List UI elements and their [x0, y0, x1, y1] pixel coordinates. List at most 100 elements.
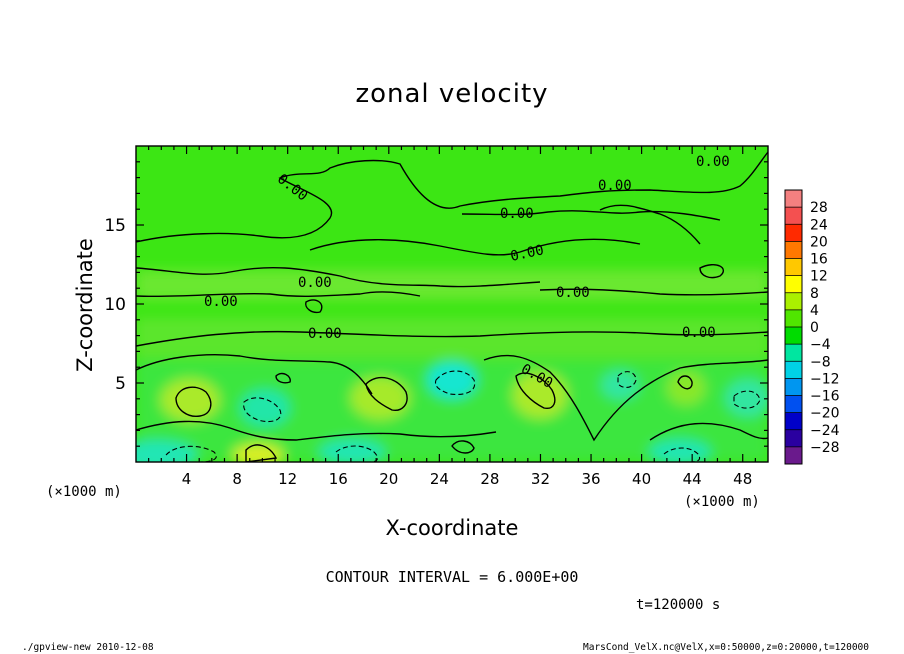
- colorbar-label: −4: [810, 337, 831, 353]
- zero-contour: [136, 330, 768, 347]
- y-tick-label: 10: [104, 295, 126, 315]
- colorbar-swatch: [785, 378, 802, 396]
- colorbar-label: −16: [810, 389, 840, 405]
- colorbar-label: 20: [810, 234, 828, 250]
- colorbar-swatch: [785, 327, 802, 345]
- colorbar-label: 12: [810, 269, 828, 285]
- colorbar-label: −28: [810, 440, 840, 456]
- negative-cell: [426, 360, 478, 400]
- contour-label: 0.00: [500, 206, 534, 222]
- colorbar-swatch: [785, 292, 802, 311]
- zero-contour: [699, 264, 725, 279]
- positive-cell: [160, 378, 220, 422]
- zero-contour: [677, 375, 693, 390]
- zero-contour: [599, 204, 701, 245]
- colorbar-swatch: [785, 190, 802, 208]
- field-shading: [136, 270, 768, 462]
- y-tick-label: 15: [104, 216, 126, 236]
- negative-cell: [136, 439, 198, 462]
- negative-contours: [165, 370, 761, 462]
- x-tick-label: 28: [480, 470, 499, 488]
- colorbar-swatch: [785, 412, 802, 431]
- zero-contour: [365, 376, 408, 411]
- contour-label: 0.00: [298, 275, 332, 291]
- x-axis-label: X-coordinate: [386, 516, 519, 540]
- zero-contour: [136, 420, 497, 441]
- x-tick-label: 4: [182, 470, 192, 488]
- colorbar-swatch: [785, 395, 802, 414]
- zero-contour: [245, 444, 278, 462]
- colorbar-label: 16: [810, 252, 828, 268]
- zero-contour: [136, 151, 768, 243]
- contour-label: 0.00: [308, 326, 342, 342]
- colorbar-label: −20: [810, 406, 840, 422]
- contour-label: 0.00: [598, 178, 632, 194]
- zero-contour: [175, 386, 212, 417]
- zero-contour: [515, 372, 556, 409]
- contour-interval: CONTOUR INTERVAL = 6.000E+00: [326, 568, 579, 586]
- footer-left: ./gpview-new 2010-12-08: [22, 642, 154, 653]
- zero-contour: [539, 288, 768, 296]
- contour-label: 0.00: [204, 294, 238, 310]
- y-tick-label: 5: [115, 374, 126, 394]
- colorbar-swatch: [785, 344, 802, 362]
- zero-contour: [483, 354, 768, 442]
- x-tick-label: 32: [531, 470, 550, 488]
- axis-ticks: [136, 146, 768, 462]
- x-unit-right: (×1000 m): [684, 494, 760, 510]
- negative-cell: [724, 378, 768, 418]
- x-tick-label: 24: [430, 470, 449, 488]
- colorbar-swatch: [785, 309, 802, 328]
- negative-cell: [648, 438, 712, 462]
- contour-label: 0.00: [682, 325, 716, 341]
- zero-contour: [136, 266, 541, 288]
- colorbar-label: 4: [810, 303, 819, 319]
- zero-contour: [649, 422, 768, 441]
- chart-title: zonal velocity: [355, 79, 548, 109]
- zero-contour: [136, 291, 421, 298]
- positive-cell: [350, 376, 410, 420]
- colorbar-swatch: [785, 361, 802, 379]
- colorbar-label: 28: [810, 200, 828, 216]
- colorbar-label: 24: [810, 217, 828, 233]
- zero-contour: [136, 354, 373, 395]
- contour-label: 0.00: [556, 285, 590, 301]
- positive-cell: [232, 443, 284, 462]
- x-tick-label: 12: [278, 470, 297, 488]
- negative-cell: [239, 388, 291, 428]
- zero-contour: [275, 372, 291, 384]
- time-label: t=120000 s: [636, 597, 720, 613]
- y-tick-labels: 5 10 15: [104, 216, 126, 394]
- contour-label: 0.00: [696, 154, 730, 170]
- zero-contour: [309, 238, 641, 256]
- x-tick-label: 16: [329, 470, 348, 488]
- colorbar-swatch: [785, 207, 802, 225]
- colorbar: [785, 190, 802, 465]
- x-tick-label: 36: [581, 470, 600, 488]
- negative-cell: [318, 438, 386, 462]
- colorbar-label: 0: [810, 320, 819, 336]
- x-tick-label: 8: [232, 470, 242, 488]
- zero-contour: [305, 299, 323, 314]
- plot-area: 0.00 0.00 0.00 0.00 0.00 0.00 0.00 0.00 …: [136, 146, 768, 462]
- colorbar-label: −8: [810, 354, 831, 370]
- colorbar-swatch: [785, 429, 802, 448]
- colorbar-swatch: [785, 446, 802, 465]
- x-tick-label: 44: [683, 470, 702, 488]
- x-tick-label: 48: [733, 470, 752, 488]
- colorbar-swatch: [785, 275, 802, 294]
- y-axis-label: Z-coordinate: [73, 238, 97, 372]
- colorbar-label: 8: [810, 286, 819, 302]
- zero-contour: [461, 210, 721, 221]
- colorbar-swatch: [785, 224, 802, 242]
- x-unit-left: (×1000 m): [46, 484, 122, 500]
- x-tick-labels: 4 8 12 16 20 24 28 32 36 40 44 48: [182, 470, 752, 488]
- positive-cell: [512, 371, 568, 419]
- zero-contour: [451, 440, 475, 454]
- x-tick-label: 20: [379, 470, 398, 488]
- contour-label: 0.00: [509, 242, 545, 265]
- footer-right: MarsCond_VelX.nc@VelX,x=0:50000,z=0:2000…: [583, 642, 869, 653]
- contour-lines: [136, 151, 768, 462]
